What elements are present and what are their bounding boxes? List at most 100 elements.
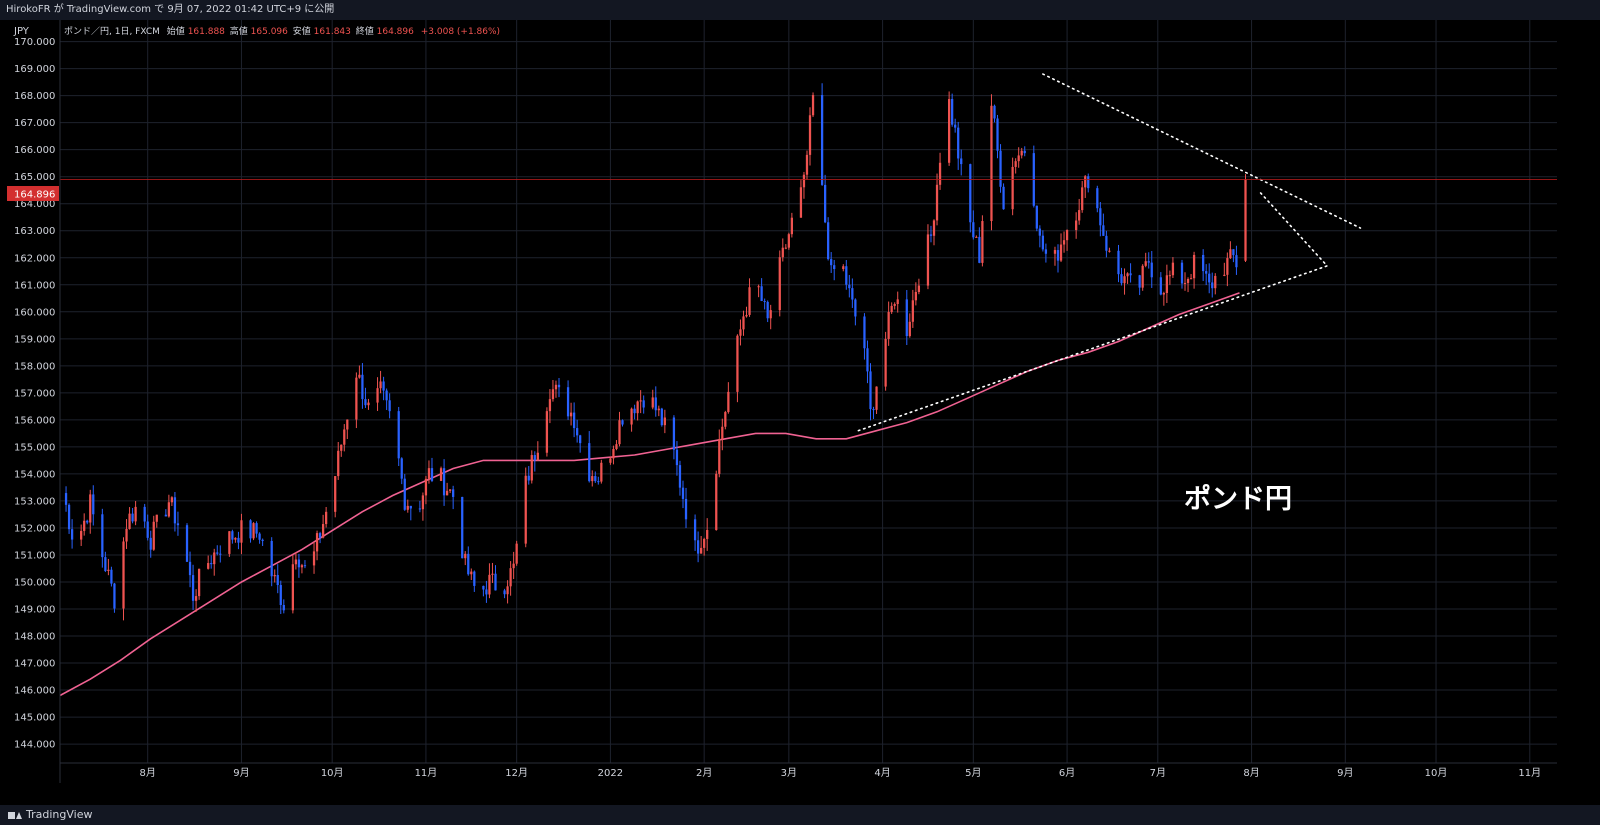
candle — [1180, 259, 1184, 289]
candle — [473, 570, 476, 592]
candle — [960, 149, 963, 176]
candle-body — [430, 468, 434, 481]
candle — [784, 244, 787, 250]
candle-body — [1041, 235, 1045, 250]
candle-body — [612, 448, 615, 459]
candle — [630, 407, 633, 432]
candle-body — [911, 300, 914, 322]
price-chart[interactable]: 170.000 169.000 168.000 167.000 166.000 165.0… — [0, 20, 1600, 805]
candle — [1202, 249, 1205, 282]
candle-body — [875, 386, 878, 410]
candle — [442, 459, 446, 506]
candle-body — [718, 439, 721, 474]
candle — [875, 386, 878, 415]
candle — [1056, 244, 1060, 273]
candle-body — [727, 391, 730, 413]
candle-body — [1011, 166, 1014, 210]
candle — [318, 531, 322, 544]
candle-body — [1105, 235, 1108, 251]
candle-body — [799, 187, 803, 218]
candle — [231, 529, 234, 544]
candle-body — [164, 514, 167, 517]
candle-body — [448, 489, 452, 491]
candle-body — [185, 525, 189, 562]
candle-body — [376, 388, 379, 403]
legend-low-value: 161.843 — [314, 27, 351, 37]
candle — [757, 284, 760, 298]
candle — [576, 419, 579, 443]
candle — [297, 553, 301, 578]
candle-body — [315, 533, 319, 552]
candle — [385, 388, 388, 410]
candle-body — [609, 458, 612, 463]
candle — [1223, 262, 1226, 277]
candle — [355, 372, 358, 429]
candle — [1120, 267, 1123, 286]
candle-body — [935, 184, 939, 221]
candle-body — [409, 505, 412, 509]
candle — [618, 411, 621, 447]
candle — [1186, 277, 1190, 293]
candle — [445, 482, 449, 496]
candle — [799, 180, 803, 218]
candle-body — [854, 299, 857, 317]
candle — [990, 94, 993, 231]
candle — [724, 410, 727, 430]
candle — [418, 500, 422, 513]
candle-body — [125, 528, 128, 542]
candle-body — [397, 411, 400, 459]
candle — [101, 508, 104, 568]
candle — [146, 514, 149, 541]
candle — [660, 407, 663, 427]
candle — [848, 274, 851, 298]
candle — [579, 434, 582, 453]
candle — [820, 83, 824, 186]
candle — [981, 215, 984, 267]
candle-body — [361, 374, 364, 400]
y-tick-label: 162.000 — [14, 253, 55, 264]
candle — [833, 259, 836, 281]
candle-body — [1053, 250, 1057, 254]
candle-body — [1147, 261, 1150, 263]
brand-label: TradingView — [26, 808, 93, 821]
y-tick-label: 150.000 — [14, 577, 55, 588]
chart-annotation: ポンド円 — [1184, 484, 1292, 515]
candle — [427, 460, 431, 484]
candle — [1232, 249, 1235, 263]
candle-body — [951, 99, 954, 125]
x-tick-label: 2月 — [696, 767, 712, 779]
candle — [727, 382, 730, 414]
candle — [678, 460, 682, 496]
tradingview-brand[interactable]: TradingView — [8, 805, 92, 825]
candle-body — [297, 559, 301, 568]
candle-body — [464, 553, 467, 559]
candle — [197, 568, 201, 600]
candle — [890, 302, 893, 314]
candle-body — [993, 105, 996, 119]
y-tick-label: 166.000 — [14, 145, 55, 156]
candle — [524, 467, 527, 548]
candle — [470, 568, 473, 581]
candle-body — [101, 514, 104, 558]
candle — [993, 104, 996, 123]
candle — [639, 390, 642, 414]
y-tick-label: 152.000 — [14, 523, 55, 534]
y-tick-label: 155.000 — [14, 442, 55, 453]
x-tick-label: 2022 — [598, 768, 623, 779]
candle-body — [869, 371, 872, 410]
candle-body — [724, 412, 727, 427]
candle-body — [367, 402, 370, 406]
candle — [67, 503, 71, 534]
chart-area[interactable]: 170.000 169.000 168.000 167.000 166.000 165.0… — [0, 20, 1600, 805]
candle-body — [388, 400, 391, 412]
candle-body — [778, 257, 781, 311]
candle-body — [557, 384, 561, 388]
candle — [745, 306, 748, 318]
candle — [83, 513, 86, 536]
candle — [303, 560, 307, 569]
candle — [1183, 272, 1187, 291]
candle — [134, 501, 137, 526]
candle-body — [636, 401, 639, 414]
candle — [651, 389, 654, 410]
candle-body — [1096, 188, 1099, 209]
